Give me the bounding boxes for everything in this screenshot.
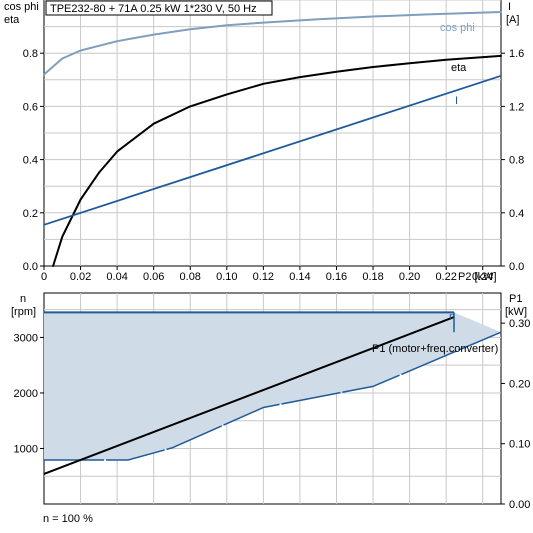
bottom-left-tick-labels: 1000 2000 3000 bbox=[14, 332, 44, 455]
bottom-right-axis-label-2: [kW] bbox=[505, 306, 527, 318]
current-line bbox=[43, 74, 502, 226]
motor-power-line bbox=[44, 331, 502, 461]
top-x-tick-label: 0.18 bbox=[362, 271, 383, 283]
chart-title: TPE232-80 + 71A 0.25 kW 1*230 V, 50 Hz bbox=[50, 3, 257, 15]
top-right-tick-label: 0.4 bbox=[509, 208, 524, 220]
bottom-left-axis-label-1: n bbox=[20, 293, 26, 305]
bottom-right-tick-label: 0.30 bbox=[509, 318, 530, 330]
top-x-tick-label: 0.14 bbox=[289, 271, 310, 283]
bottom-left-tick-label: 1000 bbox=[14, 443, 38, 455]
top-left-axis-label-1: cos phi bbox=[4, 1, 39, 13]
top-right-tick-label: 0.8 bbox=[509, 155, 524, 167]
top-x-tick-label: 0 bbox=[41, 271, 47, 283]
bottom-right-tick-label: 0.10 bbox=[509, 439, 530, 451]
bottom-right-tick-label: 0.20 bbox=[509, 378, 530, 390]
top-left-axis-label-2: eta bbox=[4, 14, 20, 26]
top-x-tick-label: 0.08 bbox=[180, 271, 201, 283]
top-left-tick-label: 0.6 bbox=[23, 101, 38, 113]
top-x-tick-label: 0.12 bbox=[253, 271, 274, 283]
top-x-tick-label: 0.22 bbox=[435, 271, 456, 283]
top-left-tick-label: 0.0 bbox=[23, 261, 38, 273]
bottom-left-axis-label-2: [rpm] bbox=[11, 306, 36, 318]
bottom-left-tick-label: 3000 bbox=[14, 332, 38, 344]
top-right-axis-label-2: [A] bbox=[506, 14, 519, 26]
top-right-tick-label: 0.0 bbox=[509, 261, 524, 273]
top-chart: TPE232-80 + 71A 0.25 kW 1*230 V, 50 Hz c… bbox=[4, 0, 524, 283]
title-box bbox=[45, 0, 273, 16]
bottom-right-tick-labels: 0.00 0.10 0.20 0.30 bbox=[501, 318, 530, 511]
top-x-tick-label: 0.06 bbox=[143, 271, 164, 283]
top-x-tick-label: 0.24 bbox=[472, 271, 493, 283]
bottom-chart: n [rpm] P1 [kW] 1000 2000 3000 0.00 0.10 0.2… bbox=[11, 292, 530, 511]
top-x-tick-label: 0.10 bbox=[216, 271, 237, 283]
top-right-tick-label: 1.6 bbox=[509, 48, 524, 60]
top-grid bbox=[44, 0, 501, 266]
top-right-axis-label-1: I bbox=[508, 1, 511, 13]
top-left-tick-label: 0.4 bbox=[23, 155, 38, 167]
speed-series-label: n bbox=[449, 311, 455, 323]
top-x-axis-label: P2 [kW] bbox=[458, 271, 497, 283]
bottom-right-axis-label-1: P1 bbox=[509, 293, 522, 305]
top-x-tick-label: 0.20 bbox=[399, 271, 420, 283]
eta-series-label: eta bbox=[451, 62, 467, 74]
footer-note: n = 100 % bbox=[43, 513, 93, 525]
cos-phi-line bbox=[43, 11, 502, 76]
top-left-tick-label: 0.8 bbox=[23, 48, 38, 60]
top-x-tick-label: 0.02 bbox=[70, 271, 91, 283]
top-right-tick-label: 1.2 bbox=[509, 101, 524, 113]
top-x-tick-label: 0.16 bbox=[326, 271, 347, 283]
eta-line bbox=[52, 54, 502, 267]
top-series bbox=[43, 11, 502, 267]
bottom-right-tick-label: 0.00 bbox=[509, 499, 530, 511]
top-left-tick-labels: 0.0 0.2 0.4 0.6 0.8 bbox=[23, 48, 44, 273]
top-x-tick-label: 0.04 bbox=[106, 271, 127, 283]
cos-phi-series-label: cos phi bbox=[440, 22, 475, 34]
top-right-tick-labels: 0.0 0.4 0.8 1.2 1.6 bbox=[501, 48, 524, 273]
top-x-tick-labels: 0 0.02 0.04 0.06 0.08 0.10 0.12 0.14 0.16 0.18 0.2… bbox=[41, 266, 493, 283]
current-series-label: I bbox=[455, 95, 458, 107]
p1-converter-line bbox=[43, 316, 455, 475]
bottom-left-tick-label: 2000 bbox=[14, 388, 38, 400]
power-series-label: P1 (motor+freq.converter) bbox=[372, 343, 498, 355]
bottom-series bbox=[43, 311, 502, 475]
top-left-tick-label: 0.2 bbox=[23, 208, 38, 220]
